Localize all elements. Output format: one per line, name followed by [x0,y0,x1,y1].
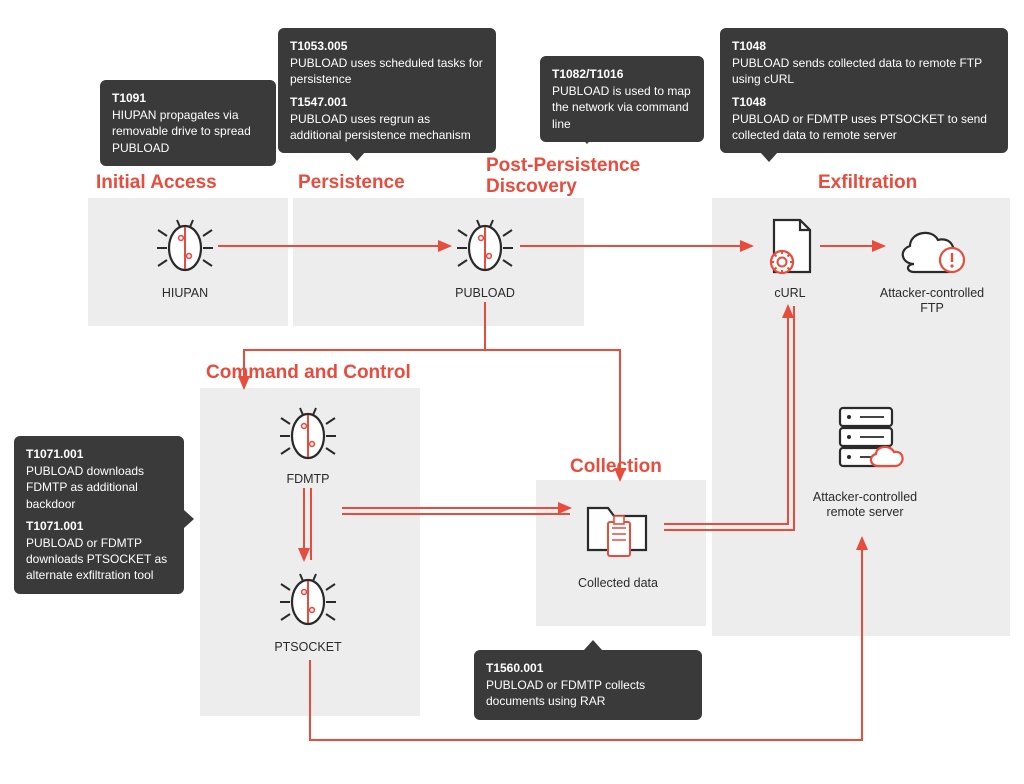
pubload-icon [455,210,515,285]
curl-icon [760,212,820,287]
callout-exfil-tail [760,152,778,162]
collected-data-label: Collected data [558,576,678,590]
ftp-cloud-icon [892,218,972,285]
remote-server-label: Attacker-controlled remote server [805,490,925,520]
title-c2: Command and Control [206,362,411,384]
callout-initial-tail [130,152,148,162]
title-initial-access: Initial Access [96,172,217,194]
hiupan-icon [155,210,215,285]
curl-label: cURL [730,286,850,300]
ptsocket-label: PTSOCKET [248,640,368,654]
title-persistence: Persistence [298,172,405,194]
callout-persistence: T1053.005PUBLOAD uses scheduled tasks fo… [278,28,496,153]
callout-collection: T1560.001PUBLOAD or FDMTP collects docum… [474,650,702,720]
collected-data-icon [580,494,658,569]
hiupan-label: HIUPAN [125,286,245,300]
callout-exfil: T1048PUBLOAD sends collected data to rem… [720,28,1008,153]
callout-discovery-tail [578,134,596,144]
fdmtp-label: FDMTP [248,472,368,486]
ftp-label: Attacker-controlled FTP [872,286,992,316]
ptsocket-icon [278,564,338,639]
callout-persistence-tail [348,151,366,161]
callout-c2-tail [184,510,194,528]
callout-initial: T1091HIUPAN propagates via removable dri… [100,80,276,166]
callout-collection-tail [584,640,602,650]
title-exfiltration: Exfiltration [818,172,917,194]
remote-server-icon [820,402,910,489]
title-discovery: Post-Persistence Discovery [486,156,666,198]
callout-c2: T1071.001PUBLOAD downloads FDMTP as addi… [14,436,184,594]
title-collection: Collection [570,456,662,478]
pubload-label: PUBLOAD [425,286,545,300]
fdmtp-icon [278,398,338,473]
callout-discovery: T1082/T1016PUBLOAD is used to map the ne… [540,56,704,142]
